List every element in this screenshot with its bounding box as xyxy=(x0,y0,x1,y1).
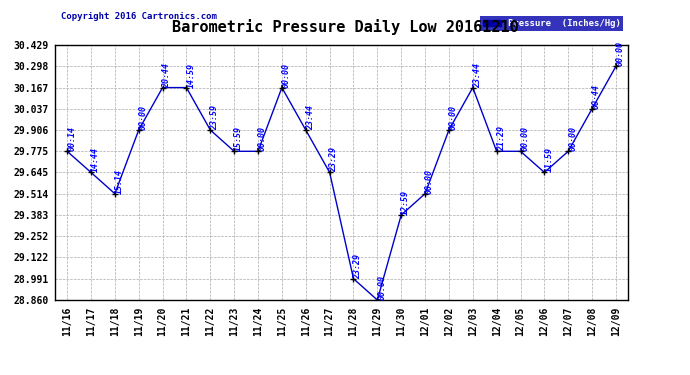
Text: 00:00: 00:00 xyxy=(139,105,148,130)
Text: 23:29: 23:29 xyxy=(330,147,339,172)
Text: 00:00: 00:00 xyxy=(520,126,529,151)
Text: 00:14: 00:14 xyxy=(67,126,76,151)
Text: 23:44: 23:44 xyxy=(473,63,482,88)
Text: 00:00: 00:00 xyxy=(258,126,267,151)
Text: 00:00: 00:00 xyxy=(377,275,386,300)
Text: 14:59: 14:59 xyxy=(186,63,195,88)
Text: 23:44: 23:44 xyxy=(306,105,315,130)
Text: 20:44: 20:44 xyxy=(163,63,172,88)
Text: 14:44: 14:44 xyxy=(91,147,100,172)
Text: Copyright 2016 Cartronics.com: Copyright 2016 Cartronics.com xyxy=(61,12,217,21)
Text: 15:59: 15:59 xyxy=(234,126,243,151)
Text: 11:59: 11:59 xyxy=(544,147,553,172)
Text: 12:59: 12:59 xyxy=(401,190,411,215)
Text: 23:59: 23:59 xyxy=(210,105,219,130)
Legend: Pressure  (Inches/Hg): Pressure (Inches/Hg) xyxy=(480,16,623,31)
Text: 00:00: 00:00 xyxy=(569,126,578,151)
Text: 00:00: 00:00 xyxy=(425,169,434,194)
Text: 21:29: 21:29 xyxy=(497,126,506,151)
Text: 15:14: 15:14 xyxy=(115,169,124,194)
Text: 00:00: 00:00 xyxy=(449,105,458,130)
Text: 00:44: 00:44 xyxy=(592,84,601,109)
Text: 00:00: 00:00 xyxy=(616,41,625,66)
Text: Barometric Pressure Daily Low 20161210: Barometric Pressure Daily Low 20161210 xyxy=(172,19,518,35)
Text: 00:00: 00:00 xyxy=(282,63,291,88)
Text: 23:29: 23:29 xyxy=(353,254,362,279)
